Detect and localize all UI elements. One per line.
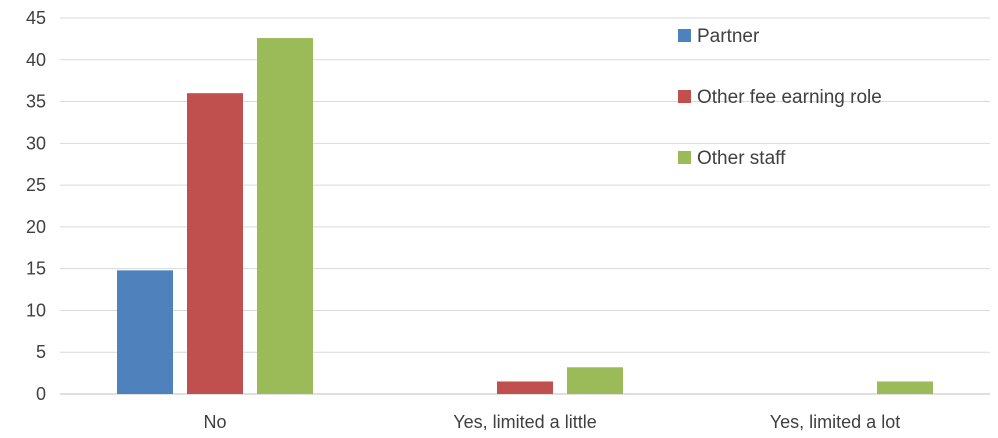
x-tick-label: Yes, limited a little: [453, 412, 596, 432]
bar-other-staff-2: [877, 381, 933, 394]
y-tick-label: 30: [26, 133, 46, 153]
y-tick-label: 15: [26, 259, 46, 279]
legend-swatch-other-staff: [678, 151, 691, 164]
bar-other-fee-earning-role-1: [497, 381, 553, 394]
y-tick-label: 45: [26, 8, 46, 28]
x-tick-label: No: [203, 412, 226, 432]
y-tick-label: 20: [26, 217, 46, 237]
y-tick-label: 10: [26, 300, 46, 320]
legend: Partner Other fee earning role Other staff: [678, 26, 882, 169]
y-tick-label: 40: [26, 50, 46, 70]
legend-swatch-partner: [678, 29, 691, 42]
legend-swatch-other-fee-earning-role: [678, 90, 691, 103]
bar-partner-0: [117, 270, 173, 394]
bar-other-staff-0: [257, 38, 313, 394]
bar-other-fee-earning-role-0: [187, 93, 243, 394]
bars: [117, 38, 933, 394]
y-tick-label: 5: [36, 342, 46, 362]
bar-other-staff-1: [567, 367, 623, 394]
x-axis-ticks: No Yes, limited a little Yes, limited a lo…: [203, 412, 900, 432]
y-tick-label: 35: [26, 92, 46, 112]
legend-label: Other fee earning role: [697, 87, 882, 108]
y-axis-ticks: 0 5 10 15 20 25 30 35 40 45: [26, 8, 46, 404]
legend-label: Other staff: [697, 148, 786, 169]
x-tick-label: Yes, limited a lot: [770, 412, 900, 432]
y-tick-label: 0: [36, 384, 46, 404]
legend-label: Partner: [697, 26, 760, 47]
y-tick-label: 25: [26, 175, 46, 195]
